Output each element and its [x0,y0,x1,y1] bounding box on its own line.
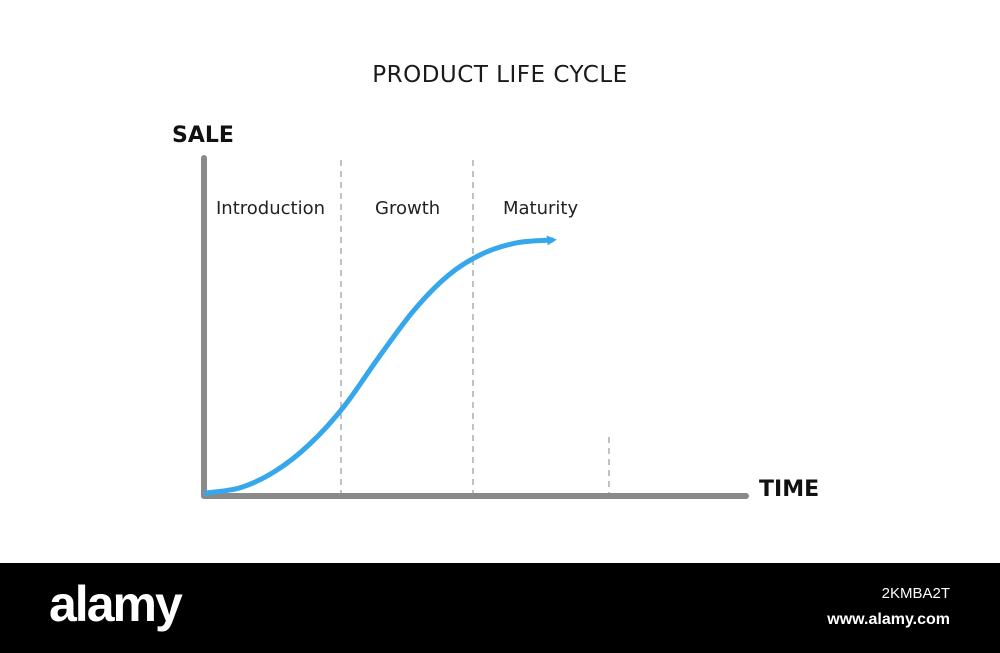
x-axis-label: TIME [759,477,820,502]
chart-svg [201,155,749,499]
watermark-bar: alamy 2KMBA2T www.alamy.com [0,563,1000,653]
chart-area: PRODUCT LIFE CYCLE SALE TIME Introductio… [172,62,820,502]
chart-title: PRODUCT LIFE CYCLE [372,62,628,88]
phase-label-maturity: Maturity [503,198,579,219]
y-axis-label: SALE [172,123,234,148]
brand-logo: alamy [49,576,183,632]
site-url-text: www.alamy.com [827,611,950,628]
sales-curve [203,235,557,496]
phase-label-growth: Growth [375,198,441,219]
phase-label-introduction: Introduction [216,198,326,219]
image-id-text: 2KMBA2T [881,585,950,602]
